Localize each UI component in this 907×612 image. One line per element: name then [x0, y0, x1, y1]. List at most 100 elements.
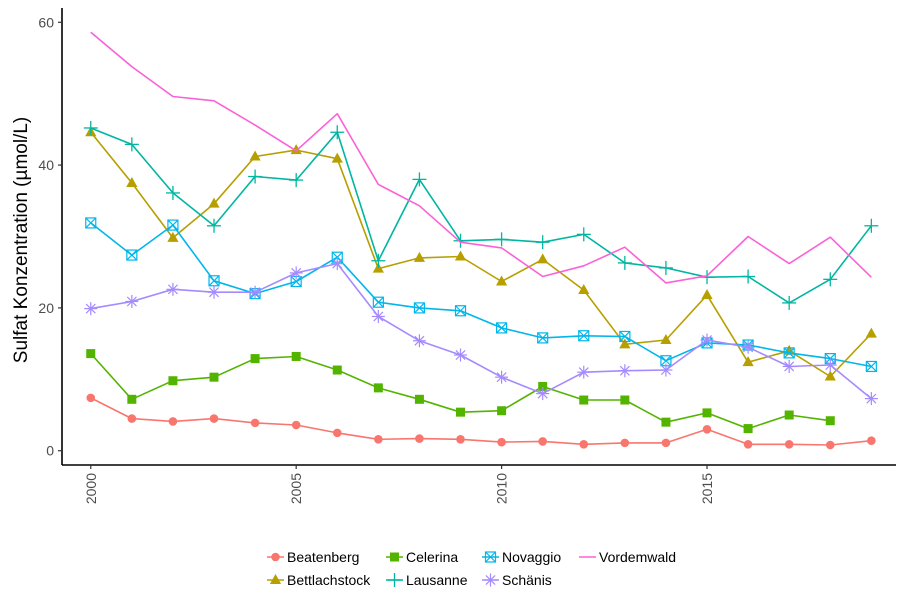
data-point-bettlachstock	[495, 275, 508, 286]
data-point-novaggio	[208, 275, 220, 287]
y-ticks: 0 20 40 60	[38, 14, 62, 459]
data-point-beatenberg	[743, 439, 753, 449]
y-tick-label: 40	[38, 157, 54, 173]
data-point-schanis	[84, 302, 98, 316]
legend-label: Celerina	[406, 549, 458, 565]
legend-label: Schänis	[502, 572, 552, 588]
data-point-schanis	[864, 392, 878, 406]
data-point-bettlachstock	[290, 144, 302, 155]
series-line-bettlachstock	[90, 131, 872, 378]
data-point-schanis	[330, 257, 344, 271]
data-point-celerina	[702, 408, 712, 418]
data-point-novaggio	[578, 330, 590, 342]
data-point-novaggio	[619, 330, 631, 343]
data-point-lausanne	[165, 185, 180, 200]
data-point-novaggio	[495, 322, 508, 334]
x-ticks: 2000 2005 2010 2015	[83, 465, 715, 504]
legend-item-beatenberg: Beatenberg	[267, 549, 359, 565]
data-point-bettlachstock	[578, 284, 590, 295]
data-point-schanis	[823, 358, 837, 372]
data-point-schanis	[495, 370, 509, 384]
data-point-novaggio	[85, 217, 97, 229]
series-lausanne	[83, 120, 879, 310]
data-point-celerina	[373, 383, 383, 393]
data-point-bettlachstock	[249, 150, 261, 161]
legend-item-novaggio: Novaggio	[482, 549, 561, 565]
data-point-schanis	[577, 365, 591, 379]
data-point-novaggio	[413, 302, 426, 314]
data-point-bettlachstock	[742, 356, 754, 367]
legend-label: Lausanne	[406, 572, 468, 588]
data-point-bettlachstock	[619, 338, 631, 349]
data-point-celerina	[332, 365, 342, 375]
data-point-bettlachstock	[167, 231, 179, 242]
y-tick-label: 60	[38, 14, 54, 30]
data-point-celerina	[784, 410, 794, 420]
y-tick-label: 0	[46, 443, 54, 459]
x-tick-label: 2000	[83, 473, 99, 504]
data-point-lausanne	[207, 218, 222, 233]
data-point-novaggio	[126, 249, 138, 261]
data-point-novaggio	[783, 347, 795, 359]
data-point-schanis	[782, 359, 796, 373]
data-point-beatenberg	[415, 434, 424, 443]
data-point-schanis	[618, 364, 632, 378]
data-point-celerina	[825, 416, 835, 426]
data-point-lausanne	[248, 169, 263, 184]
data-point-novaggio	[372, 296, 384, 308]
data-point-lausanne	[453, 233, 468, 248]
data-point-bettlachstock	[413, 251, 426, 262]
data-point-bettlachstock	[865, 327, 877, 338]
data-point-lausanne	[823, 272, 838, 287]
legend-label: Bettlachstock	[287, 572, 371, 588]
x-tick-label: 2010	[494, 473, 510, 504]
series-beatenberg	[86, 393, 876, 450]
series-line-beatenberg	[90, 397, 872, 446]
data-point-beatenberg	[702, 424, 712, 434]
data-point-bettlachstock	[331, 152, 343, 163]
data-point-schanis	[207, 285, 221, 299]
data-point-beatenberg	[661, 438, 671, 448]
series-novaggio	[85, 217, 877, 373]
data-point-beatenberg	[291, 420, 301, 430]
data-point-novaggio	[537, 332, 549, 344]
data-point-lausanne	[83, 120, 98, 135]
data-point-lausanne	[124, 137, 139, 152]
data-point-schanis	[248, 285, 262, 299]
data-point-beatenberg	[825, 440, 835, 450]
legend-item-vordemwald: Vordemwald	[579, 549, 676, 565]
data-point-beatenberg	[538, 437, 547, 446]
data-point-lausanne	[576, 227, 591, 242]
axes: 0 20 40 60 2000 2005 2010 2015	[38, 8, 896, 504]
legend-key-marker	[390, 552, 399, 562]
data-point-celerina	[414, 394, 424, 404]
legend-key-marker	[387, 573, 402, 587]
data-point-schanis	[125, 294, 139, 308]
data-point-celerina	[291, 351, 301, 361]
legend-item-bettlachstock: Bettlachstock	[267, 572, 371, 588]
legend-item-celerina: Celerina	[386, 549, 458, 565]
legend-item-schanis: Schänis	[482, 572, 552, 588]
data-point-beatenberg	[127, 414, 137, 423]
data-point-schanis	[536, 387, 550, 401]
series-celerina	[86, 349, 835, 434]
data-point-lausanne	[782, 295, 797, 310]
series-vordemwald	[90, 31, 872, 284]
data-point-beatenberg	[168, 417, 178, 426]
data-point-lausanne	[330, 125, 345, 140]
x-tick-label: 2005	[288, 473, 304, 504]
plot-series	[83, 31, 879, 450]
y-tick-label: 20	[38, 300, 54, 316]
legend-label: Beatenberg	[287, 549, 359, 565]
data-point-beatenberg	[497, 437, 506, 447]
data-point-celerina	[579, 395, 589, 405]
legend-key-marker	[271, 552, 280, 562]
series-line-vordemwald	[90, 31, 872, 284]
data-point-novaggio	[865, 360, 877, 373]
data-point-schanis	[371, 309, 385, 323]
data-point-celerina	[209, 372, 219, 382]
data-point-schanis	[412, 334, 426, 348]
data-point-bettlachstock	[454, 250, 467, 261]
data-point-beatenberg	[209, 414, 219, 423]
